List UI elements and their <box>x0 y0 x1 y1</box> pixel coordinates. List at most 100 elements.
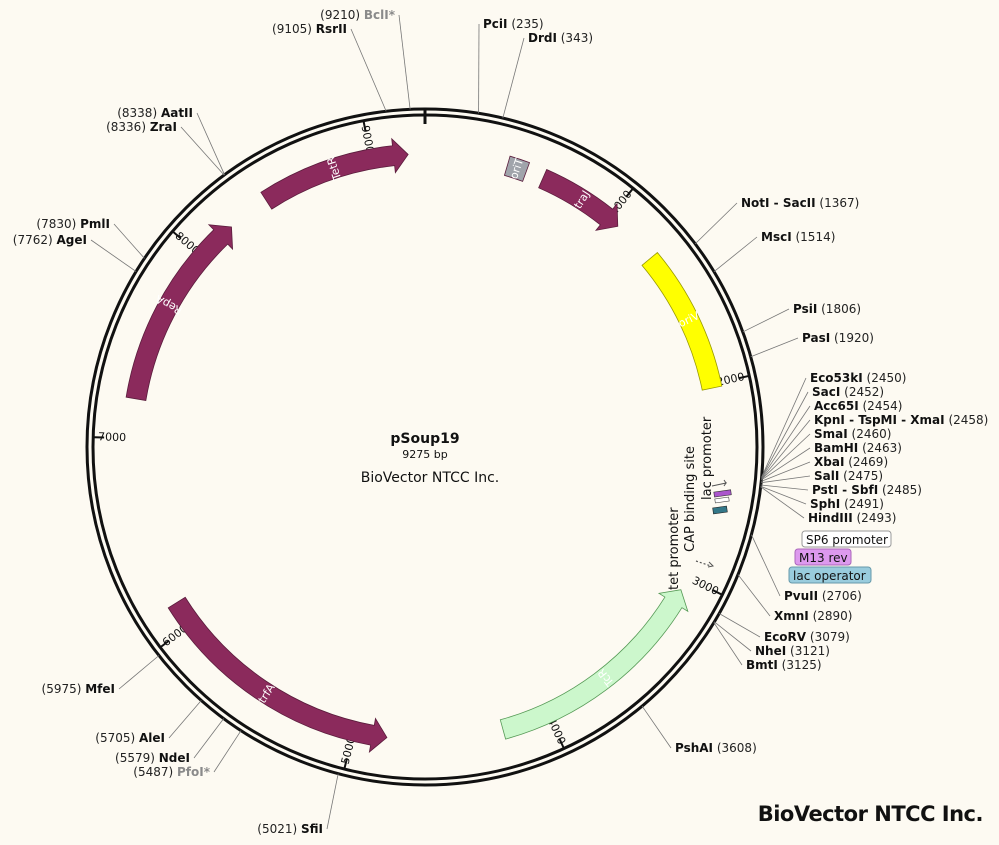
lac-op-tag-box <box>788 566 872 584</box>
site-label: (5487) PfoI* <box>133 765 210 779</box>
site-position: (2890) <box>809 609 853 623</box>
site-position: (1514) <box>792 230 836 244</box>
site-position: (1806) <box>817 302 861 316</box>
site-position: (2469) <box>844 455 888 469</box>
tick-mark <box>362 121 367 132</box>
site-label: SacI (2452) <box>812 385 884 399</box>
site-leader-line <box>761 447 811 481</box>
tick-mark <box>160 639 170 648</box>
plasmid-company: BioVector NTCC Inc. <box>361 470 499 486</box>
site-name: SalI <box>814 469 839 483</box>
site-label: BamHI (2463) <box>814 441 902 455</box>
site-position: (1920) <box>830 331 874 345</box>
tick-label: 9000 <box>359 124 377 154</box>
site-leader-line <box>90 239 137 272</box>
site-name: BclI* <box>364 8 396 22</box>
site-leader-line <box>180 126 225 176</box>
site-name: MfeI <box>85 682 115 696</box>
site-position: (3125) <box>778 658 822 672</box>
site-leader-line <box>718 613 761 638</box>
site-label: (5975) MfeI <box>42 682 115 696</box>
site-leader-line <box>713 622 743 666</box>
site-position: (5579) <box>115 751 159 765</box>
site-leader-line <box>761 461 811 482</box>
site-leader-line <box>118 655 160 690</box>
site-leader-line <box>113 223 145 259</box>
site-label: PshAI (3608) <box>675 741 757 755</box>
lac-operator-tag: lac operator <box>788 566 872 584</box>
site-name: NdeI <box>159 751 190 765</box>
site-leader-line <box>761 405 811 479</box>
site-label: (5579) NdeI <box>115 751 190 765</box>
feature-trfa-arrow <box>167 596 388 753</box>
site-label: (9105) RsrII <box>272 22 347 36</box>
feature-orit-arrow <box>503 155 531 182</box>
site-leader-line <box>398 14 411 110</box>
m13-tag-box <box>794 548 852 566</box>
tick-mark <box>711 589 722 596</box>
tet-promoter-label: tet promoter <box>667 507 682 590</box>
site-label: SmaI (2460) <box>814 427 891 441</box>
site-position: (2450) <box>863 371 907 385</box>
feature-oriv-arrow <box>641 251 723 391</box>
site-leader-line <box>750 337 799 358</box>
site-name: PasI <box>802 331 830 345</box>
site-position: (3121) <box>786 644 830 658</box>
site-name: DrdI <box>528 31 557 45</box>
site-label: MscI (1514) <box>761 230 835 244</box>
rotated-labels: lac promoter CAP binding site tet promot… <box>667 416 715 590</box>
watermark-logo: BioVector NTCC Inc. <box>758 802 983 826</box>
site-name: RsrII <box>316 22 347 36</box>
site-label: SphI (2491) <box>810 497 884 511</box>
site-leader-line <box>193 718 225 759</box>
site-position: (2458) <box>945 413 989 427</box>
backbone-outer <box>85 107 765 787</box>
site-name: SmaI <box>814 427 848 441</box>
tet-promoter-glyph <box>695 560 712 567</box>
tick-mark <box>738 375 749 380</box>
site-name: AleI <box>139 731 165 745</box>
site-label: (5021) SfiI <box>257 822 323 836</box>
site-label: Acc65I (2454) <box>814 399 902 413</box>
site-name: PmlI <box>80 217 110 231</box>
site-leader-line <box>760 485 807 505</box>
site-name: PfoI* <box>177 765 211 779</box>
site-name: SphI <box>810 497 840 511</box>
feature-repa-arrow <box>125 224 234 401</box>
site-label: PasI (1920) <box>802 331 874 345</box>
site-leader-line <box>714 621 752 652</box>
backbone-inner <box>91 113 759 781</box>
site-label: PstI - SbfI (2485) <box>812 483 922 497</box>
tick-mark <box>343 758 348 769</box>
plasmid-length: 9275 bp <box>402 448 447 461</box>
site-name: Acc65I <box>814 399 859 413</box>
sp6-tag-box <box>801 530 892 548</box>
site-name: AatII <box>161 106 193 120</box>
site-label: XmnI (2890) <box>774 609 852 623</box>
site-label: BmtI (3125) <box>746 658 822 672</box>
site-leader-line <box>761 433 811 480</box>
site-position: (5487) <box>133 765 177 779</box>
site-position: (2454) <box>859 399 903 413</box>
site-position: (7762) <box>13 233 57 247</box>
site-label: (9210) BclI* <box>320 8 396 22</box>
site-position: (9210) <box>320 8 364 22</box>
site-label: (5705) AleI <box>95 731 165 745</box>
site-name: PvuII <box>784 589 818 603</box>
m13-tag-text: M13 rev <box>799 551 848 565</box>
site-label: (7830) PmlI <box>36 217 110 231</box>
tick-mark <box>172 231 182 240</box>
site-label: PvuII (2706) <box>784 589 862 603</box>
site-label: NheI (3121) <box>755 644 830 658</box>
site-name: HindIII <box>808 511 853 525</box>
site-leader-line <box>326 773 339 830</box>
site-leader-line <box>760 486 805 519</box>
site-name: ZraI <box>150 120 177 134</box>
site-leader-line <box>761 391 809 478</box>
site-label: (7762) AgeI <box>13 233 87 247</box>
site-position: (2460) <box>848 427 892 441</box>
site-name: BamHI <box>814 441 858 455</box>
site-name: XbaI <box>814 455 844 469</box>
